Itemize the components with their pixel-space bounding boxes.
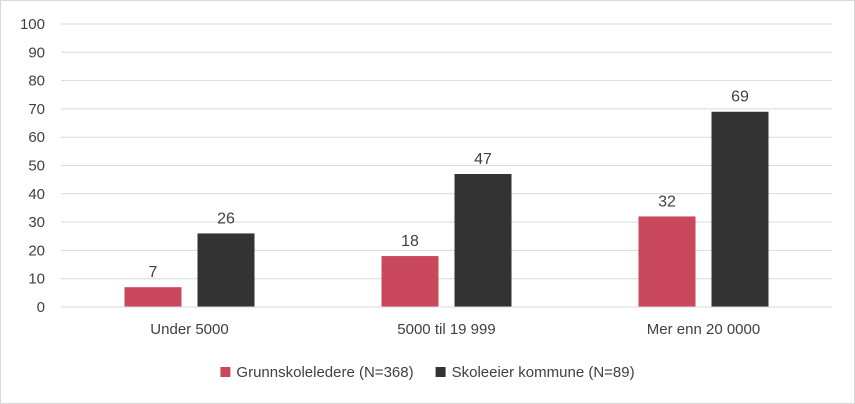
bar-series-1 [381, 256, 439, 307]
gridlines [61, 23, 832, 280]
x-category-label: 5000 til 19 999 [397, 321, 495, 338]
y-tick-label: 80 [28, 73, 45, 90]
y-tick-label: 100 [20, 16, 45, 33]
bar-series-1 [124, 287, 182, 307]
bar-series-2 [711, 111, 769, 307]
y-tick-label: 40 [28, 186, 45, 203]
y-tick-label: 90 [28, 44, 45, 61]
x-category-label: Mer enn 20 0000 [647, 321, 760, 338]
legend-item-1: Grunnskoleledere (N=368) [220, 364, 414, 381]
bars [124, 111, 769, 307]
legend-label: Skoleeier kommune (N=89) [452, 364, 635, 381]
legend-label: Grunnskoleledere (N=368) [236, 364, 413, 381]
bar-series-1 [638, 216, 696, 307]
legend: Grunnskoleledere (N=368) Skoleeier kommun… [220, 364, 635, 381]
x-axis-category-labels: Under 5000 5000 til 19 999 Mer enn 20 0000 [150, 321, 760, 338]
y-tick-label: 10 [28, 271, 45, 288]
data-label: 32 [658, 193, 676, 210]
legend-item-2: Skoleeier kommune (N=89) [435, 364, 635, 381]
y-tick-label: 20 [28, 242, 45, 259]
legend-swatch [220, 367, 231, 377]
legend-swatch [435, 367, 446, 377]
data-label: 18 [401, 233, 419, 250]
data-label: 7 [149, 264, 158, 281]
bar-series-2 [454, 173, 512, 307]
data-label: 26 [217, 210, 235, 227]
y-tick-label: 70 [28, 101, 45, 118]
data-labels: 7 26 18 47 32 69 [149, 89, 749, 281]
x-category-label: Under 5000 [150, 321, 228, 338]
y-tick-label: 30 [28, 214, 45, 231]
y-tick-label: 50 [28, 158, 45, 175]
data-label: 69 [731, 89, 749, 106]
y-tick-label: 60 [28, 129, 45, 146]
bar-series-2 [197, 233, 255, 307]
data-label: 47 [474, 151, 492, 168]
y-tick-label: 0 [37, 299, 45, 316]
y-axis-tick-labels: 0 10 20 30 40 50 60 70 80 90 100 [20, 16, 45, 316]
